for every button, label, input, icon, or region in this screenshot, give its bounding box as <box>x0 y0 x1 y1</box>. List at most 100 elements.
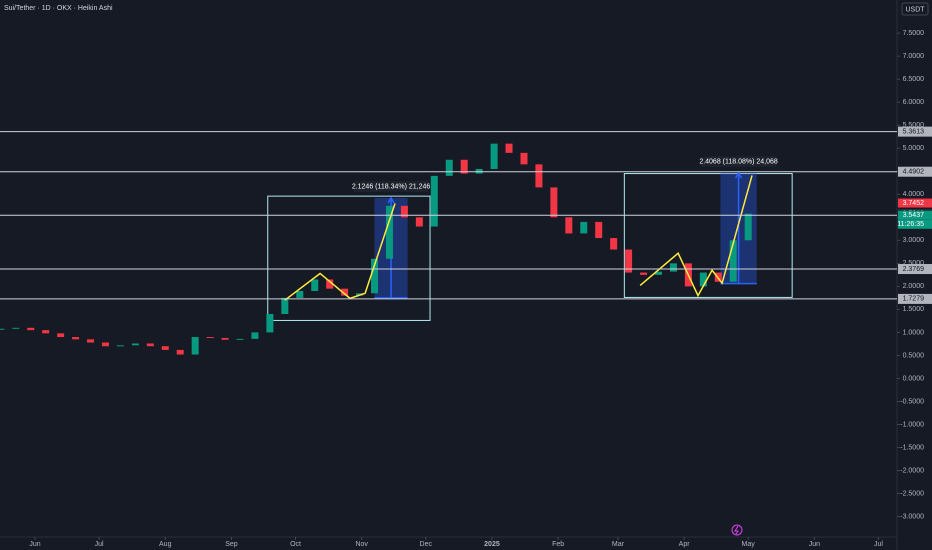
candle <box>116 345 124 347</box>
chart-title: Sui/Tether · 1D · OKX · Heikin Ashi <box>4 5 113 12</box>
alert-icon[interactable] <box>731 524 743 536</box>
x-tick-label: Nov <box>355 541 368 548</box>
candle <box>744 213 752 241</box>
y-tick-label: -0.5000 <box>900 398 924 405</box>
price-tag-label: 3.7452 <box>903 200 925 207</box>
y-tick-label: -2.5000 <box>900 490 924 497</box>
y-tick-label: -3.0000 <box>900 513 924 520</box>
candle <box>146 343 154 347</box>
y-tick-label: 7.5000 <box>903 30 925 37</box>
x-tick-label: Mar <box>612 541 625 548</box>
alert-circle[interactable] <box>731 524 743 536</box>
candle <box>131 343 139 346</box>
candle <box>385 205 393 259</box>
x-tick-label: Jul <box>95 541 104 548</box>
level-tag <box>898 126 932 137</box>
measure-label: 2.4068 (118.08%) 24,068 <box>699 158 778 165</box>
x-tick-label: 2025 <box>484 541 500 548</box>
candle <box>72 337 80 340</box>
candle <box>565 217 573 234</box>
y-tick-label: 0.0000 <box>903 375 925 382</box>
candle <box>460 159 468 174</box>
x-tick-label: Sep <box>225 541 238 548</box>
y-tick-label: 2.5000 <box>903 260 925 267</box>
candle <box>251 332 259 339</box>
candle <box>699 272 707 287</box>
candle <box>101 342 109 347</box>
measure-arrowhead <box>734 171 743 179</box>
candle <box>371 258 379 294</box>
measure-label-bg <box>353 180 430 192</box>
x-tick-label: Oct <box>290 541 301 548</box>
candle <box>191 337 199 355</box>
candle <box>206 337 214 339</box>
trend-drawing <box>284 203 396 301</box>
measure-arrowhead <box>387 196 395 204</box>
candle <box>236 338 244 340</box>
x-tick-label: Apr <box>679 541 691 548</box>
price-tag-label: 3.5437 <box>903 212 925 219</box>
candle <box>326 279 334 289</box>
candle <box>430 175 438 227</box>
y-tick-label: 0.5000 <box>903 352 925 359</box>
level-label: 5.3613 <box>903 128 925 135</box>
candle <box>490 143 498 169</box>
currency-label[interactable]: USDT <box>905 6 925 13</box>
y-tick-label: -1.5000 <box>900 444 924 451</box>
candle <box>27 327 35 331</box>
candle <box>161 346 169 350</box>
candle <box>654 271 662 275</box>
y-tick-label: -1.0000 <box>900 421 924 428</box>
alert-bolt[interactable] <box>734 525 739 535</box>
measure-label-bg <box>700 156 777 168</box>
range-box <box>267 195 431 321</box>
candle <box>87 339 95 343</box>
candle <box>610 238 618 250</box>
candle <box>341 288 349 296</box>
price-tag <box>898 210 932 220</box>
countdown: 11:26:35 <box>897 221 924 228</box>
price-tag <box>898 198 932 208</box>
y-tick-label: 7.0000 <box>903 53 925 60</box>
x-tick-label: May <box>742 541 756 548</box>
y-tick-label: -2.0000 <box>900 467 924 474</box>
candle <box>176 349 184 355</box>
candle <box>595 221 603 239</box>
candle <box>400 205 408 218</box>
level-tag <box>898 166 932 177</box>
candle <box>505 143 513 153</box>
countdown-tag <box>898 219 932 229</box>
candle <box>266 314 274 333</box>
y-tick-label: 1.0000 <box>903 329 925 336</box>
y-tick-label: 2.0000 <box>903 283 925 290</box>
y-tick-label: 5.0000 <box>903 145 925 152</box>
candle <box>520 152 528 165</box>
candle <box>415 217 423 227</box>
y-tick-label: 5.5000 <box>903 122 925 129</box>
y-tick-label: 1.5000 <box>903 306 925 313</box>
candle <box>42 330 50 334</box>
level-label: 1.7279 <box>903 296 925 303</box>
level-tag <box>898 293 932 304</box>
x-tick-label: Aug <box>159 541 172 548</box>
x-tick-label: Jul <box>874 541 883 548</box>
x-tick-label: Jun <box>809 541 820 548</box>
candle <box>445 159 453 176</box>
candle <box>535 164 543 188</box>
candle <box>0 328 5 330</box>
y-tick-label: 6.5000 <box>903 76 925 83</box>
level-label: 2.3769 <box>903 266 925 273</box>
candle <box>311 279 319 291</box>
candle <box>625 249 633 273</box>
currency-button[interactable] <box>901 2 929 16</box>
range-box <box>623 173 793 298</box>
candle <box>12 327 20 329</box>
candle <box>729 240 737 282</box>
x-tick-label: Jun <box>29 541 40 548</box>
candle <box>550 187 558 218</box>
measure-label: 2.1246 (118.34%) 21,246 <box>352 183 431 190</box>
candle <box>281 297 289 315</box>
candle <box>640 272 648 275</box>
